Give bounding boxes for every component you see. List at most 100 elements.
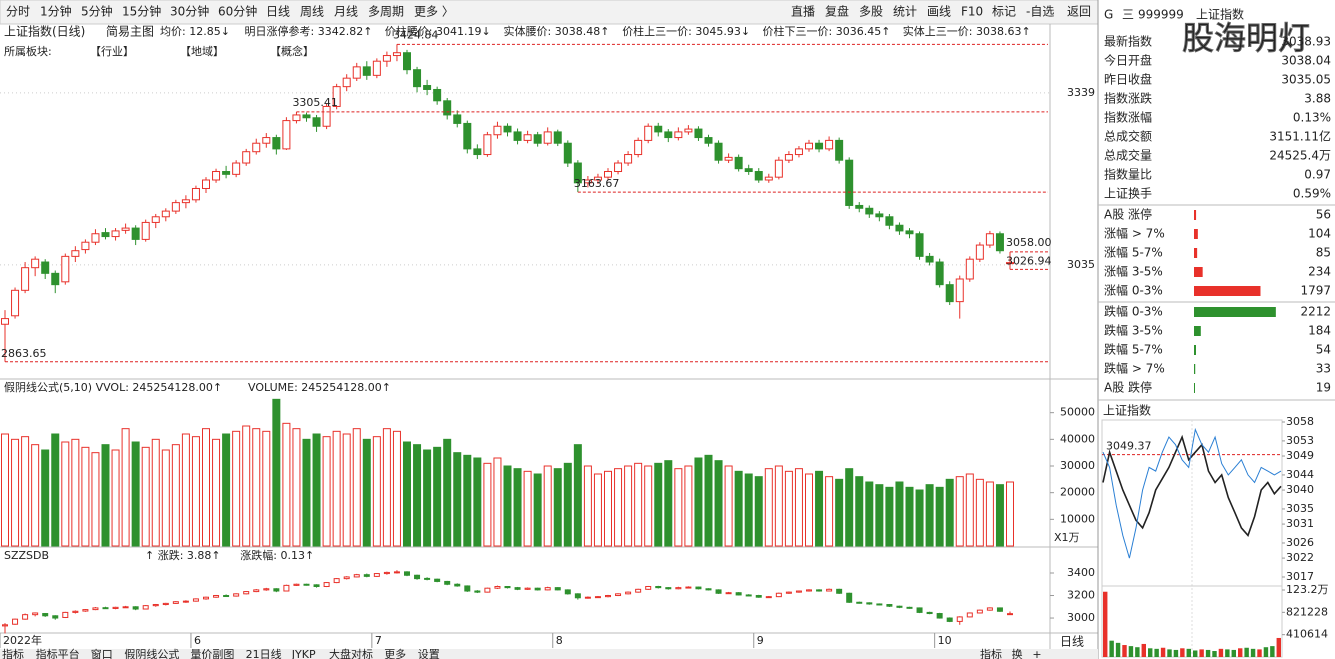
tab[interactable]: 指标 <box>980 647 1002 659</box>
indicator-title: SZZSDB <box>4 549 49 562</box>
volume-bar <box>935 486 944 547</box>
volume-bar <box>342 433 351 547</box>
breadth-label: 跌幅 5-7% <box>1104 342 1163 357</box>
y-tick-label: 10000 <box>1060 512 1095 525</box>
candle-body <box>825 139 834 150</box>
x-tick-label: 6 <box>194 634 201 647</box>
toolbar-item[interactable]: 返回 <box>1067 5 1091 19</box>
toolbar-item[interactable]: 画线 <box>927 5 951 19</box>
toolbar-item[interactable]: -自选 <box>1026 5 1054 19</box>
tab[interactable]: 指标平台 <box>36 647 80 659</box>
candle-body <box>935 261 944 286</box>
tab[interactable]: 更多 <box>384 647 406 659</box>
tab[interactable]: 大盘对标 <box>329 647 373 659</box>
candle-body <box>815 142 824 150</box>
candle-body <box>171 202 180 212</box>
toolbar-item[interactable]: 更多 〉 <box>414 5 454 19</box>
volume-bar <box>292 428 301 547</box>
header-item: 价柱下三一价: 3036.45↑ <box>763 24 891 38</box>
candle-body <box>563 142 572 164</box>
candle-body <box>976 609 983 614</box>
toolbar-item[interactable]: 直播 <box>791 5 815 19</box>
volume-bar <box>684 465 693 547</box>
level-label: 3058.00 <box>1006 236 1052 249</box>
volume-bar <box>101 444 110 547</box>
tab[interactable]: + <box>1032 648 1041 659</box>
candle-body <box>111 230 120 238</box>
tab[interactable]: 指标 <box>2 647 24 659</box>
tab[interactable]: 21日线 <box>246 647 282 659</box>
toolbar-item[interactable]: 周线 <box>300 5 324 19</box>
toolbar-item[interactable]: 分时 <box>6 5 30 19</box>
tab[interactable]: 换 <box>1012 647 1023 659</box>
candle-body <box>925 255 934 263</box>
level-label: 3424.84 <box>393 28 439 41</box>
volume-bar <box>423 449 432 547</box>
volume-bar <box>413 444 422 547</box>
tab[interactable]: 量价副图 <box>190 648 234 659</box>
volume-title: 假阴线公式(5,10) VVOL: 245254128.00↑ <box>4 380 222 394</box>
volume-bar <box>624 465 633 547</box>
candle-body <box>674 131 683 139</box>
toolbar-item[interactable]: 复盘 <box>825 4 849 19</box>
menu-icon[interactable]: 三 <box>1122 8 1134 22</box>
toolbar-item[interactable]: 60分钟 <box>218 4 257 19</box>
chart-title: 上证指数(日线) <box>4 24 85 39</box>
tab[interactable]: 设置 <box>418 648 440 659</box>
candle-body <box>131 227 140 240</box>
candle-body <box>243 591 250 595</box>
candle-body <box>132 606 139 610</box>
volume-bar <box>71 438 80 547</box>
candle-body <box>71 250 80 257</box>
quote-label: 今日开盘 <box>1104 53 1152 68</box>
intraday-volume-bar <box>1141 643 1146 657</box>
toolbar-item[interactable]: 15分钟 <box>122 4 161 19</box>
volume-bar <box>875 484 884 547</box>
volume-bar <box>191 436 200 547</box>
breadth-bar <box>1194 307 1276 317</box>
candle-body <box>835 139 844 161</box>
volume-bar <box>784 470 793 547</box>
quote-value: 3035.05 <box>1281 73 1331 87</box>
candle-body <box>343 576 350 580</box>
volume-bar <box>533 473 542 547</box>
volume-bar <box>262 430 271 547</box>
intraday-volume-bar <box>1128 646 1134 657</box>
toolbar-item[interactable]: 标记 <box>992 5 1016 19</box>
tab[interactable]: 窗口 <box>91 647 113 659</box>
toolbar-item[interactable]: 30分钟 <box>170 4 209 19</box>
candle-body <box>101 232 110 238</box>
candle-body <box>946 617 953 622</box>
candle-body <box>513 131 522 141</box>
intraday-volume-bar <box>1244 647 1249 657</box>
toolbar-item[interactable]: 月线 <box>334 5 358 19</box>
candle-body <box>806 589 812 592</box>
volume-bar <box>955 476 964 547</box>
candle-body <box>605 595 611 598</box>
candle-body <box>191 187 200 201</box>
toolbar-item[interactable]: 5分钟 <box>81 4 113 19</box>
volume-bar <box>543 465 552 547</box>
candle-body <box>272 137 281 150</box>
volume-bar <box>573 444 582 547</box>
toolbar-item[interactable]: 多周期 <box>368 5 404 19</box>
volume-bar <box>392 430 401 547</box>
toolbar-item[interactable]: 多股 <box>859 5 883 19</box>
toolbar-item[interactable]: 统计 <box>893 5 917 19</box>
intraday-volume-bar <box>1270 646 1275 657</box>
toolbar-item[interactable]: F10 <box>961 5 983 19</box>
toolbar-item[interactable]: 日线 <box>266 5 290 19</box>
candle-body <box>172 601 179 604</box>
breadth-value: 56 <box>1316 208 1331 222</box>
tab[interactable]: 假阴线公式 <box>124 647 179 659</box>
tab[interactable]: JYKP <box>291 648 316 659</box>
candle-body <box>454 583 461 587</box>
volume-bar <box>21 436 30 547</box>
toolbar-item[interactable]: 1分钟 <box>40 4 72 19</box>
volume-bar <box>664 460 673 547</box>
candle-body <box>845 159 854 206</box>
y-tick-label: 3400 <box>1067 566 1095 579</box>
volume-bar <box>252 428 261 547</box>
candle-body <box>523 134 532 141</box>
volume-bar <box>51 433 60 547</box>
